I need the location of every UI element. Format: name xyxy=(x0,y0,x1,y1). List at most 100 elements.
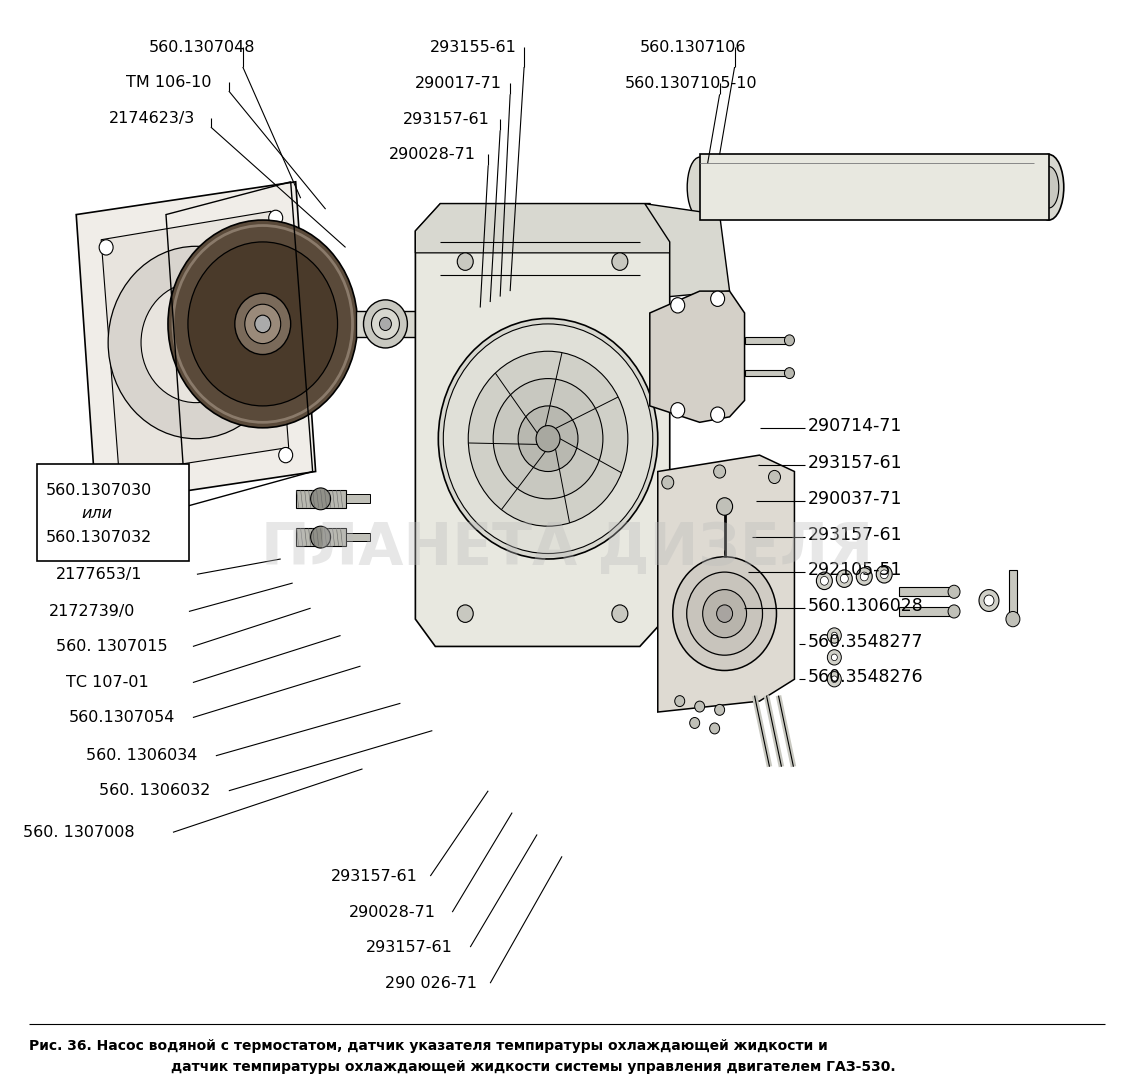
Text: 293157-61: 293157-61 xyxy=(807,454,902,471)
Text: 560.1306028: 560.1306028 xyxy=(807,597,923,615)
Text: 293157-61: 293157-61 xyxy=(403,112,489,127)
Circle shape xyxy=(711,292,725,307)
Polygon shape xyxy=(415,203,670,647)
Text: 293155-61: 293155-61 xyxy=(430,40,517,55)
Circle shape xyxy=(99,240,113,255)
Bar xyxy=(899,607,954,615)
Circle shape xyxy=(979,590,999,611)
Circle shape xyxy=(948,605,960,618)
Text: 293157-61: 293157-61 xyxy=(331,868,417,883)
Circle shape xyxy=(279,448,293,463)
Circle shape xyxy=(713,465,726,478)
Circle shape xyxy=(670,402,685,417)
Text: 290714-71: 290714-71 xyxy=(807,416,902,435)
Bar xyxy=(296,528,346,546)
Circle shape xyxy=(100,475,115,490)
Circle shape xyxy=(856,568,872,585)
Circle shape xyxy=(441,309,469,339)
Polygon shape xyxy=(101,211,289,473)
Circle shape xyxy=(816,572,832,590)
Polygon shape xyxy=(645,203,729,297)
Text: ПЛАНЕТА ДИЗЕЛЯ: ПЛАНЕТА ДИЗЕЛЯ xyxy=(261,520,873,577)
Circle shape xyxy=(703,590,746,638)
Circle shape xyxy=(880,570,888,579)
Circle shape xyxy=(536,426,560,452)
Text: 2172739/0: 2172739/0 xyxy=(49,604,136,619)
Circle shape xyxy=(1006,611,1019,626)
Text: 292105-51: 292105-51 xyxy=(807,561,902,579)
Polygon shape xyxy=(650,292,745,422)
Circle shape xyxy=(831,676,837,682)
Circle shape xyxy=(311,526,331,548)
Circle shape xyxy=(235,294,290,354)
Circle shape xyxy=(831,633,837,639)
Circle shape xyxy=(188,242,338,406)
Circle shape xyxy=(372,309,399,339)
Circle shape xyxy=(717,605,733,622)
Text: 560.1307032: 560.1307032 xyxy=(45,529,152,544)
Text: или: или xyxy=(82,506,112,521)
Circle shape xyxy=(518,406,578,471)
Circle shape xyxy=(877,566,892,583)
Circle shape xyxy=(837,570,853,587)
Circle shape xyxy=(828,671,841,686)
Text: 560.1307106: 560.1307106 xyxy=(640,40,746,55)
Ellipse shape xyxy=(1039,167,1059,208)
Bar xyxy=(356,311,455,337)
Circle shape xyxy=(670,298,685,313)
Circle shape xyxy=(255,315,271,332)
Text: 290037-71: 290037-71 xyxy=(807,490,902,508)
Text: датчик темпиратуры охлаждающей жидкости системы управления двигателем ГАЗ-530.: датчик темпиратуры охлаждающей жидкости … xyxy=(171,1060,896,1074)
Bar xyxy=(745,370,789,377)
Circle shape xyxy=(108,246,284,439)
Circle shape xyxy=(717,498,733,515)
Circle shape xyxy=(769,470,780,483)
Text: 560. 1307015: 560. 1307015 xyxy=(57,639,168,654)
Text: 560. 1306034: 560. 1306034 xyxy=(86,748,197,763)
Circle shape xyxy=(141,282,251,402)
Circle shape xyxy=(443,324,653,553)
Circle shape xyxy=(269,210,282,226)
Circle shape xyxy=(612,253,628,270)
Bar xyxy=(1009,570,1017,619)
Bar xyxy=(346,533,371,541)
Text: 560. 1307008: 560. 1307008 xyxy=(24,825,135,839)
Circle shape xyxy=(785,335,795,345)
Circle shape xyxy=(245,305,281,343)
Circle shape xyxy=(984,595,995,606)
Circle shape xyxy=(457,253,473,270)
Text: 290 026-71: 290 026-71 xyxy=(386,976,477,991)
Circle shape xyxy=(448,316,463,331)
Text: 560. 1306032: 560. 1306032 xyxy=(99,783,211,798)
Circle shape xyxy=(710,723,720,734)
Text: Рис. 36. Насос водяной с термостатом, датчик указателя темпиратуры охлаждающей ж: Рис. 36. Насос водяной с термостатом, да… xyxy=(29,1038,828,1052)
Circle shape xyxy=(380,317,391,330)
Circle shape xyxy=(711,407,725,422)
Text: 2174623/3: 2174623/3 xyxy=(109,111,195,126)
Ellipse shape xyxy=(687,157,712,217)
Circle shape xyxy=(689,718,700,728)
Text: 293157-61: 293157-61 xyxy=(807,526,902,544)
Text: ТС 107-01: ТС 107-01 xyxy=(66,675,149,690)
Circle shape xyxy=(493,379,603,499)
Circle shape xyxy=(457,605,473,622)
Text: 293157-61: 293157-61 xyxy=(365,939,452,954)
Circle shape xyxy=(687,572,762,655)
Text: 2177653/1: 2177653/1 xyxy=(57,567,143,582)
Text: 560.1307054: 560.1307054 xyxy=(69,710,176,725)
Circle shape xyxy=(612,605,628,622)
Circle shape xyxy=(820,577,828,585)
Circle shape xyxy=(695,702,704,712)
Bar xyxy=(296,490,346,508)
Text: 290017-71: 290017-71 xyxy=(415,76,502,90)
Circle shape xyxy=(785,368,795,379)
Circle shape xyxy=(861,572,869,581)
Polygon shape xyxy=(415,203,670,253)
Ellipse shape xyxy=(1034,155,1064,221)
Circle shape xyxy=(828,650,841,665)
Text: 560.1307105-10: 560.1307105-10 xyxy=(625,76,758,90)
Text: ТМ 106-10: ТМ 106-10 xyxy=(126,75,212,89)
Circle shape xyxy=(468,351,628,526)
Text: 560.1307048: 560.1307048 xyxy=(149,40,255,55)
FancyBboxPatch shape xyxy=(37,464,189,562)
